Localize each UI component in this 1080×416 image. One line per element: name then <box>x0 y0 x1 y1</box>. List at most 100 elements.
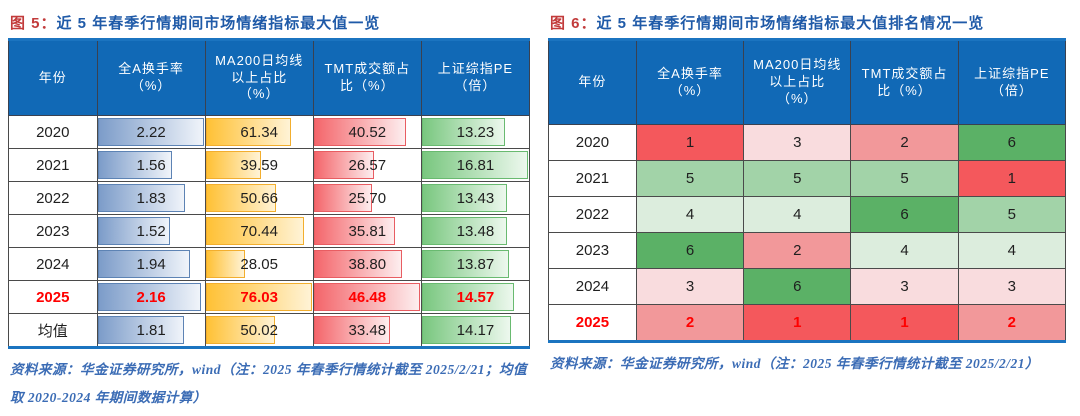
rank-cell: 4 <box>635 196 745 233</box>
table-row: 2020 1 3 2 6 <box>548 124 1067 161</box>
cell-value: 35.81 <box>348 222 387 240</box>
value-cell: 61.34 <box>204 115 314 149</box>
cell-value: 16.81 <box>456 156 495 174</box>
figure-5-panel: 图 5：近 5 年春季行情期间市场情绪指标最大值一览 年份 全A换手率 （%） MA… <box>8 10 531 413</box>
table-row: 均值 1.81 50.02 33.48 14.17 <box>8 313 531 348</box>
figure-6-source-note: 资料来源：华金证券研究所，wind（注：2025 年春季行情统计截至 2025/… <box>550 356 1040 371</box>
value-cell: 1.81 <box>96 313 206 348</box>
rank-cell: 5 <box>635 160 745 197</box>
figure-5-source-note: 资料来源：华金证券研究所，wind（注：2025 年春季行情统计截至 2025/… <box>10 362 528 406</box>
cell-value: 2.16 <box>136 288 166 306</box>
data-bar <box>422 217 507 245</box>
data-bar <box>422 250 510 278</box>
data-bar <box>98 151 173 179</box>
header-cell: TMT成交额占 比（%） <box>850 39 959 125</box>
rank-cell: 4 <box>850 232 959 269</box>
cell-value: 39.59 <box>240 156 278 174</box>
year-cell: 2025 <box>548 304 637 342</box>
value-cell: 1.94 <box>96 247 206 281</box>
cell-value: 61.34 <box>240 123 278 141</box>
year-cell: 2024 <box>548 268 637 305</box>
value-cell: 50.66 <box>204 181 314 215</box>
data-bar <box>206 151 261 179</box>
rank-cell: 3 <box>957 268 1067 305</box>
data-bar <box>98 250 191 278</box>
value-cell: 2.16 <box>96 280 206 314</box>
rank-cell: 2 <box>850 124 959 161</box>
figure-6-number: 图 6： <box>550 15 597 32</box>
table-row: 2020 2.22 61.34 40.52 13.23 <box>8 115 531 149</box>
data-bar <box>206 283 312 311</box>
table-row: 2021 5 5 5 1 <box>548 160 1067 197</box>
value-cell: 13.43 <box>420 181 531 215</box>
cell-value: 38.80 <box>348 255 387 273</box>
cell-value: 26.57 <box>348 156 387 174</box>
data-bar <box>98 184 185 212</box>
rank-table: 年份 全A换手率 （%） MA200日均线 以上占比 （%） TMT成交额占 比（%）… <box>548 38 1067 343</box>
value-cell: 28.05 <box>204 247 314 281</box>
value-cell: 39.59 <box>204 148 314 182</box>
value-cell: 76.03 <box>204 280 314 314</box>
data-bar <box>314 283 420 311</box>
rank-cell: 1 <box>635 124 745 161</box>
value-cell: 13.48 <box>420 214 531 248</box>
year-cell: 2024 <box>8 247 98 281</box>
table-row: 2023 6 2 4 4 <box>548 232 1067 269</box>
data-bar <box>422 283 514 311</box>
rank-cell: 6 <box>635 232 745 269</box>
year-cell: 2022 <box>548 196 637 233</box>
data-bar <box>98 316 184 344</box>
value-cell: 25.70 <box>312 181 422 215</box>
data-bar <box>206 316 276 344</box>
value-cell: 38.80 <box>312 247 422 281</box>
value-cell: 16.81 <box>420 148 531 182</box>
cell-value: 1.52 <box>136 222 166 240</box>
rank-cell: 3 <box>743 124 852 161</box>
rank-cell: 5 <box>850 160 959 197</box>
table-row: 2024 3 6 3 3 <box>548 268 1067 305</box>
cell-value: 50.02 <box>240 321 278 339</box>
rank-cell: 1 <box>850 304 959 342</box>
value-cell: 1.52 <box>96 214 206 248</box>
data-bar <box>314 316 391 344</box>
value-cell: 13.23 <box>420 115 531 149</box>
header-cell: MA200日均线 以上占比 （%） <box>743 39 852 125</box>
cell-value: 70.44 <box>240 222 278 240</box>
rank-cell: 6 <box>957 124 1067 161</box>
figure-5-number: 图 5： <box>10 15 57 32</box>
rank-cell: 1 <box>957 160 1067 197</box>
data-bar <box>206 217 304 245</box>
rank-cell: 5 <box>743 160 852 197</box>
year-cell: 2025 <box>8 280 98 314</box>
table-row: 2025 2 1 1 2 <box>548 304 1067 342</box>
header-row: 年份 全A换手率 （%） MA200日均线 以上占比 （%） TMT成交额占 比（%）… <box>8 39 531 116</box>
header-row: 年份 全A换手率 （%） MA200日均线 以上占比 （%） TMT成交额占 比（%）… <box>548 39 1067 125</box>
rank-cell: 3 <box>635 268 745 305</box>
value-cell: 14.57 <box>420 280 531 314</box>
cell-value: 46.48 <box>348 288 387 306</box>
year-cell: 2021 <box>8 148 98 182</box>
header-cell: 全A换手率 （%） <box>96 39 206 116</box>
data-bar <box>422 151 528 179</box>
data-bar <box>206 184 277 212</box>
cell-value: 1.81 <box>136 321 166 339</box>
data-bar <box>206 250 245 278</box>
header-cell: MA200日均线 以上占比 （%） <box>204 39 314 116</box>
cell-value: 2.22 <box>136 123 166 141</box>
value-cell: 13.87 <box>420 247 531 281</box>
value-cell: 1.83 <box>96 181 206 215</box>
cell-value: 33.48 <box>348 321 387 339</box>
rank-cell: 4 <box>743 196 852 233</box>
data-bar <box>422 118 506 146</box>
data-bar <box>314 151 375 179</box>
value-cell: 14.17 <box>420 313 531 348</box>
year-cell: 2023 <box>548 232 637 269</box>
rank-cell: 2 <box>635 304 745 342</box>
data-bar <box>422 316 512 344</box>
year-cell: 2022 <box>8 181 98 215</box>
rank-cell: 1 <box>743 304 852 342</box>
table-row: 2024 1.94 28.05 38.80 13.87 <box>8 247 531 281</box>
table-row: 2022 4 4 6 5 <box>548 196 1067 233</box>
rank-cell: 3 <box>850 268 959 305</box>
rank-cell: 6 <box>743 268 852 305</box>
